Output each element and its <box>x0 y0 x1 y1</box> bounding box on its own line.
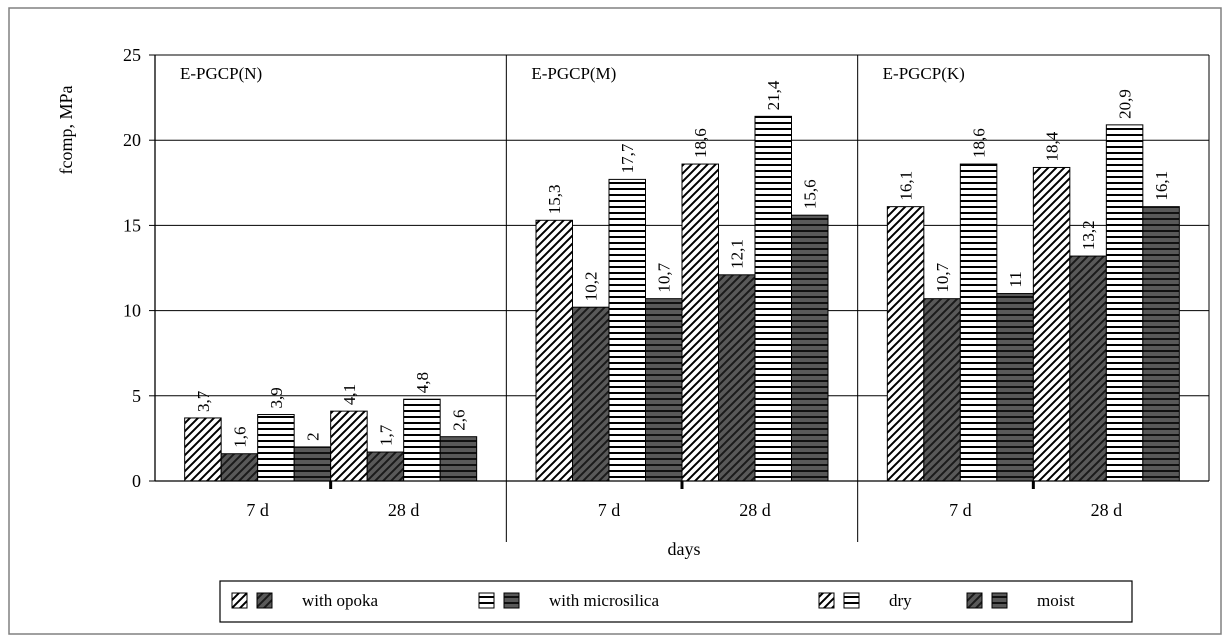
bar-micro_dry <box>754 115 792 482</box>
data-label: 13,2 <box>1079 220 1098 250</box>
bar-opoka_dry <box>681 163 719 482</box>
category-label: 28 d <box>388 500 420 520</box>
gridlines: 0 5 10 15 20 25 <box>123 45 1210 491</box>
data-label: 10,7 <box>933 262 952 292</box>
legend-label: with microsilica <box>549 591 659 610</box>
x-axis-label: days <box>668 539 701 559</box>
panel-titles: E-PGCP(N) E-PGCP(M) E-PGCP(K) <box>180 55 965 542</box>
bar-opoka_dry <box>535 219 573 482</box>
data-label: 10,2 <box>582 271 601 301</box>
category-label: 7 d <box>246 500 269 520</box>
legend-swatch-opoka_dry <box>818 592 835 609</box>
legend-swatch-micro_dry <box>843 592 860 609</box>
legend-label: moist <box>1037 591 1075 610</box>
bar-micro_moist <box>1142 206 1180 482</box>
bar-micro_dry <box>959 163 998 482</box>
panel-title: E-PGCP(N) <box>180 64 262 83</box>
category-label: 7 d <box>949 500 972 520</box>
legend: with opoka with microsilica dry moist <box>231 591 1075 610</box>
bar-opoka_dry <box>330 410 368 482</box>
bar-opoka_moist <box>718 274 756 482</box>
category-label: 7 d <box>598 500 621 520</box>
bar-micro_moist <box>996 293 1034 482</box>
data-label: 4,8 <box>413 372 432 393</box>
category-label: 28 d <box>739 500 771 520</box>
legend-swatch-micro_dry <box>478 592 495 609</box>
data-label: 17,7 <box>618 143 637 173</box>
y-tick-label: 20 <box>123 130 141 150</box>
legend-label: with opoka <box>302 591 378 610</box>
legend-swatch-opoka_moist <box>966 592 983 609</box>
bar-micro_moist <box>293 446 332 482</box>
bar-opoka_moist <box>220 453 259 482</box>
bar-micro_dry <box>257 414 295 482</box>
y-axis-label: fcomp, MPa <box>56 86 76 175</box>
bar-opoka_moist <box>1069 255 1107 482</box>
data-label: 1,6 <box>230 426 249 447</box>
legend-swatch-micro_moist <box>991 592 1008 609</box>
data-label: 16,1 <box>1152 171 1171 201</box>
legend-swatch-opoka_dry <box>231 592 248 609</box>
y-tick-label: 10 <box>123 301 141 321</box>
data-label: 18,6 <box>970 128 989 158</box>
y-tick-label: 5 <box>132 386 141 406</box>
y-tick-label: 0 <box>132 471 141 491</box>
data-label: 2 <box>303 432 322 441</box>
panel-title: E-PGCP(K) <box>883 64 965 83</box>
bar-micro_dry <box>403 398 441 482</box>
data-label: 1,7 <box>376 424 395 446</box>
y-tick-label: 15 <box>123 215 141 235</box>
legend-label: dry <box>889 591 912 610</box>
bar-micro_dry <box>608 178 646 482</box>
bar-opoka_moist <box>923 298 961 482</box>
data-label: 3,9 <box>267 387 286 408</box>
panel-title: E-PGCP(M) <box>531 64 616 83</box>
bar-micro_moist <box>439 436 478 482</box>
data-label: 15,3 <box>545 185 564 215</box>
bar-opoka_dry <box>184 417 222 482</box>
bar-opoka_dry <box>1032 166 1071 482</box>
bar-micro_moist <box>791 214 829 482</box>
bar-micro_dry <box>1105 124 1144 482</box>
category-label: 28 d <box>1091 500 1123 520</box>
data-label: 3,7 <box>194 390 213 412</box>
data-label: 21,4 <box>764 80 783 110</box>
axes <box>154 55 1209 482</box>
data-label: 18,6 <box>691 128 710 158</box>
data-label: 10,7 <box>655 262 674 292</box>
bar-opoka_moist <box>572 306 610 482</box>
data-label: 15,6 <box>801 179 820 209</box>
data-label: 4,1 <box>340 384 359 405</box>
data-label: 18,4 <box>1043 131 1062 161</box>
bar-micro_moist <box>645 298 683 482</box>
bar-series: 3,7 1,6 3,9 2 7 d 4,1 1,7 4,8 2,6 28 d 15,3 10,2 17,… <box>184 80 1180 520</box>
data-label: 2,6 <box>449 409 468 430</box>
bar-opoka_dry <box>886 206 925 482</box>
data-label: 12,1 <box>728 239 747 269</box>
data-label: 16,1 <box>897 171 916 201</box>
legend-swatch-opoka_moist <box>256 592 273 609</box>
data-label: 11 <box>1006 271 1025 287</box>
y-tick-label: 25 <box>123 45 141 65</box>
bar-opoka_moist <box>366 451 405 482</box>
data-label: 20,9 <box>1116 89 1135 119</box>
legend-swatch-micro_moist <box>503 592 520 609</box>
